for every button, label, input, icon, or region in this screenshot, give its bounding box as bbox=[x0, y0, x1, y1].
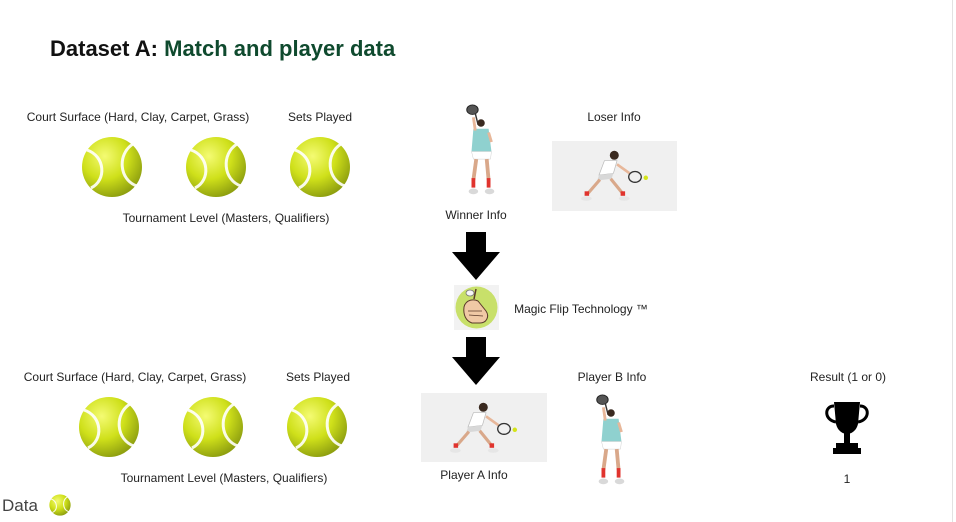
tournament-level-label-top: Tournament Level (Masters, Qualifiers) bbox=[122, 211, 330, 225]
player-a-photo bbox=[421, 393, 547, 462]
loser-info-label: Loser Info bbox=[587, 110, 641, 124]
magic-flip-label: Magic Flip Technology ™ bbox=[514, 302, 648, 316]
sets-played-label-top: Sets Played bbox=[287, 110, 353, 124]
winner-info-label: Winner Info bbox=[445, 208, 507, 222]
player-b-icon bbox=[592, 390, 630, 493]
sets-played-ball-icon bbox=[289, 136, 351, 198]
sets-played-ball-icon bbox=[286, 396, 348, 458]
trophy-icon bbox=[824, 400, 870, 456]
player-a-icon bbox=[441, 397, 531, 459]
title-prefix: Dataset A: bbox=[50, 36, 158, 61]
court-surface-label-top: Court Surface (Hard, Clay, Carpet, Grass… bbox=[26, 110, 250, 124]
result-label: Result (1 or 0) bbox=[809, 370, 887, 384]
result-value: 1 bbox=[843, 472, 851, 486]
tournament-level-ball-icon bbox=[185, 136, 247, 198]
magic-flip-icon bbox=[454, 285, 499, 330]
court-surface-ball-icon bbox=[78, 396, 140, 458]
player-b-info-label: Player B Info bbox=[577, 370, 647, 384]
tournament-level-label-bottom: Tournament Level (Masters, Qualifiers) bbox=[120, 471, 328, 485]
tennis-ball-icon bbox=[49, 494, 71, 516]
player-a-info-label: Player A Info bbox=[440, 468, 508, 482]
title-main: Match and player data bbox=[164, 36, 396, 61]
sets-played-label-bottom: Sets Played bbox=[285, 370, 351, 384]
loser-photo bbox=[552, 141, 677, 211]
winner-player-icon bbox=[462, 100, 500, 203]
page-title: Dataset A: Match and player data bbox=[50, 36, 395, 62]
court-surface-ball-icon bbox=[81, 136, 143, 198]
page-border bbox=[952, 0, 953, 522]
tournament-level-ball-icon bbox=[182, 396, 244, 458]
court-surface-label-bottom: Court Surface (Hard, Clay, Carpet, Grass… bbox=[23, 370, 247, 384]
down-arrow-icon bbox=[452, 232, 500, 280]
loser-player-icon bbox=[572, 145, 662, 207]
legend-label: Data bbox=[2, 496, 38, 515]
down-arrow-icon bbox=[452, 337, 500, 385]
